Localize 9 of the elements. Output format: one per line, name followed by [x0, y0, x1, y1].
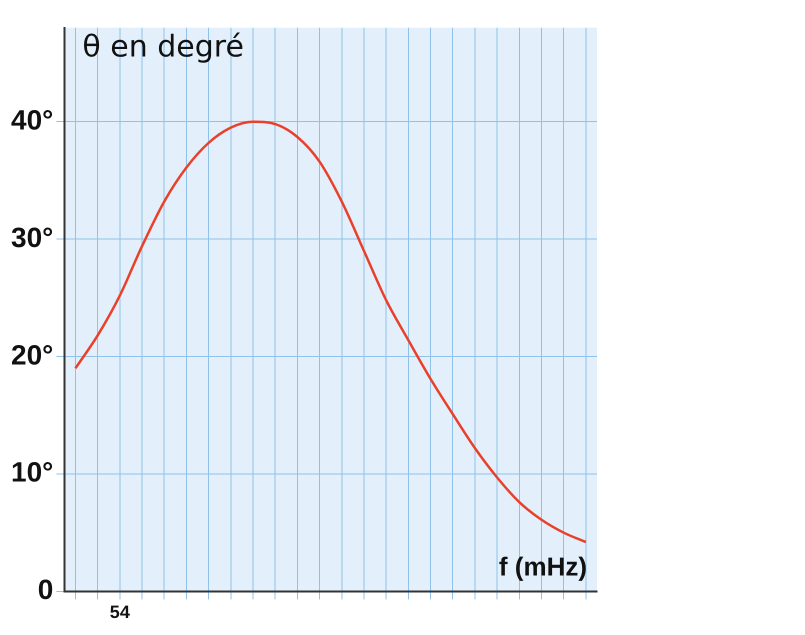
y-tick-label: 30° [11, 222, 54, 253]
y-tick-label: 0 [38, 574, 54, 606]
y-axis-title: θ en degré [82, 30, 244, 65]
x-axis-title: f (mHz) [498, 552, 587, 582]
line-series [74, 120, 588, 544]
x-tick-label: 54 [110, 602, 130, 622]
y-tick-label: 20° [11, 339, 54, 370]
y-tick-label: 40° [11, 104, 54, 136]
y-tick-label: 10° [11, 456, 54, 488]
